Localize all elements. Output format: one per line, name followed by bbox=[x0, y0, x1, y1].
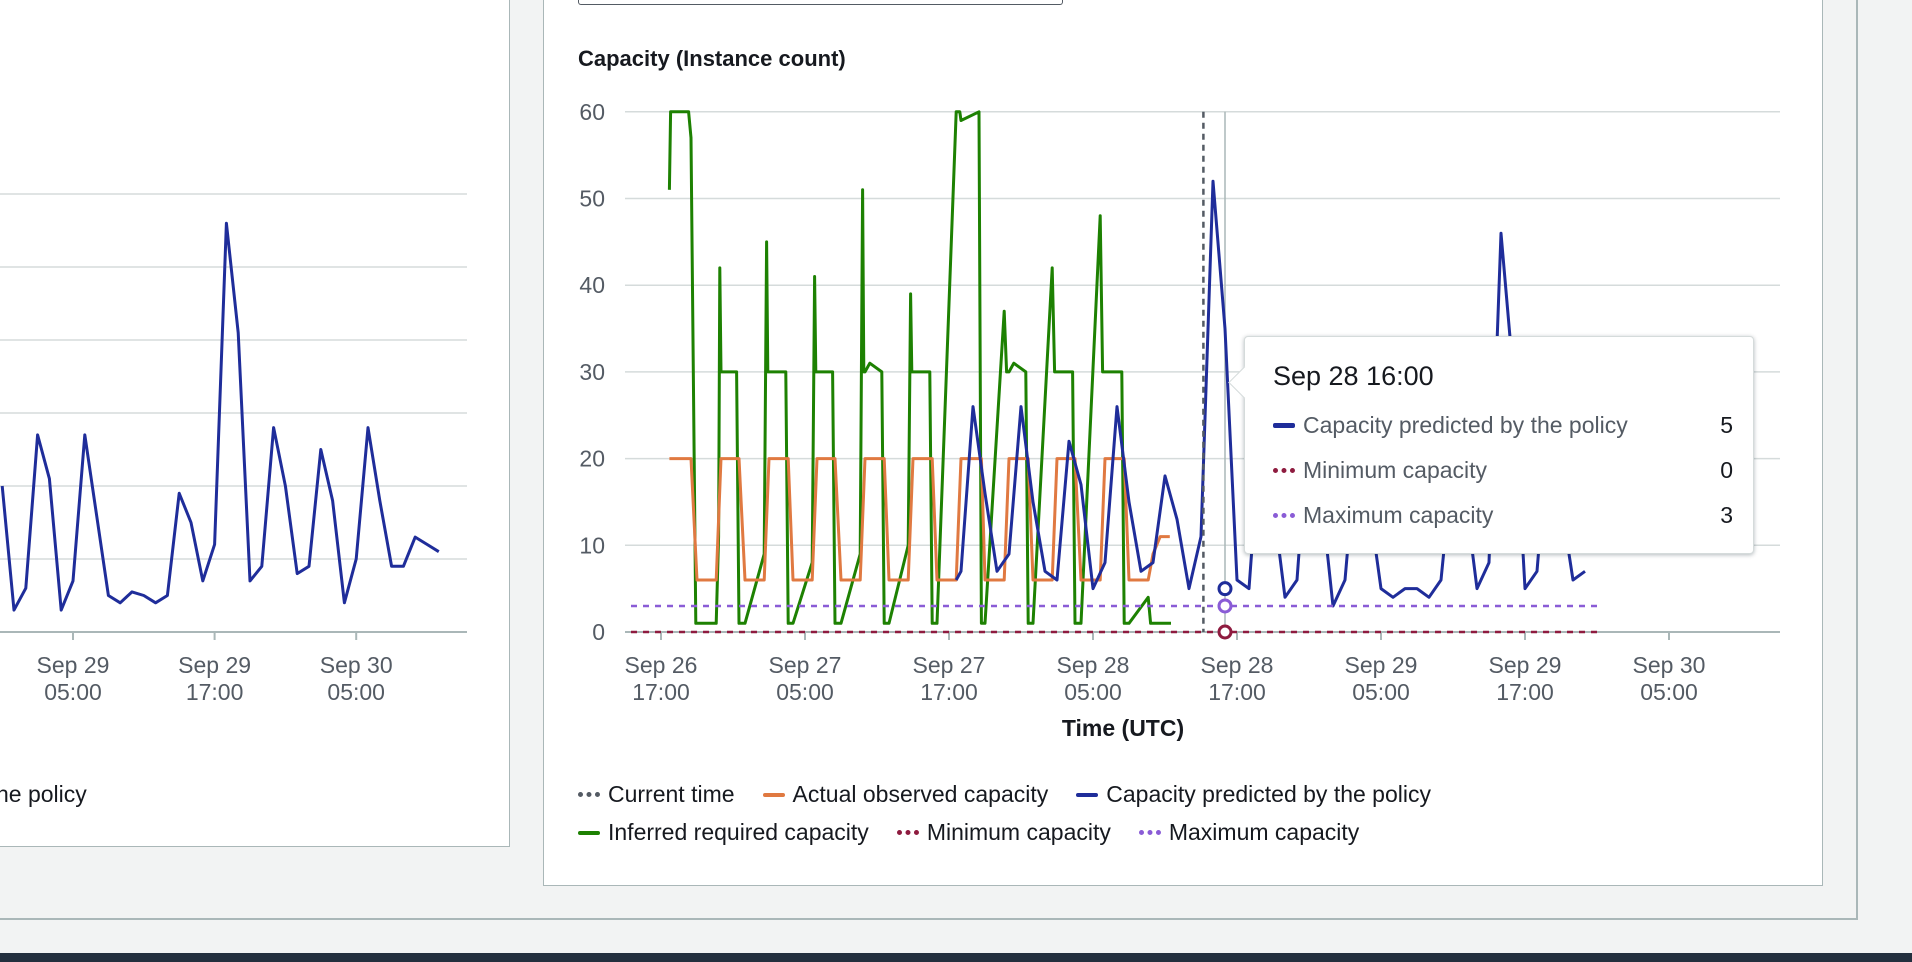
page-border-bottom bbox=[0, 918, 1858, 920]
legend-label: Capacity predicted by the policy bbox=[1106, 781, 1431, 807]
tooltip-row-value: 3 bbox=[1720, 502, 1733, 528]
tooltip-swatch-minimum bbox=[1273, 468, 1295, 473]
legend-item-maximum-capacity[interactable]: Maximum capacity bbox=[1138, 819, 1360, 846]
x-tick-label: 05:00 bbox=[1064, 679, 1122, 705]
tooltip-row-maximum: Maximum capacity 3 bbox=[1273, 502, 1733, 529]
tooltip-swatch-maximum bbox=[1273, 513, 1295, 518]
legend-swatch bbox=[578, 830, 600, 835]
chart-tooltip: Sep 28 16:00 Capacity predicted by the p… bbox=[1228, 336, 1754, 554]
legend-item-inferred-required-capacity[interactable]: Inferred required capacity bbox=[578, 819, 869, 846]
left-legend-fragment[interactable]: he policy bbox=[0, 781, 87, 808]
x-tick-label: Sep 29 bbox=[1489, 652, 1562, 678]
tooltip-swatch-predicted bbox=[1273, 423, 1295, 428]
y-tick-label: 0 bbox=[592, 619, 605, 645]
tooltip-row-value: 5 bbox=[1720, 412, 1733, 438]
legend-swatch bbox=[762, 792, 785, 797]
hover-point-predicted bbox=[1217, 581, 1233, 597]
tooltip-row-minimum: Minimum capacity 0 bbox=[1273, 457, 1733, 484]
left-legend-label: he policy bbox=[0, 781, 87, 807]
legend-swatch bbox=[578, 792, 600, 797]
left-chart-panel bbox=[0, 0, 510, 847]
x-tick-label: Sep 27 bbox=[913, 652, 986, 678]
x-tick-label: Sep 28 bbox=[1201, 652, 1274, 678]
legend-label: Current time bbox=[608, 781, 735, 807]
tooltip-row-label: Maximum capacity bbox=[1303, 502, 1494, 528]
legend-swatch bbox=[896, 830, 919, 835]
series-inferred-required-capacity bbox=[667, 110, 1171, 625]
left-series-predicted bbox=[0, 221, 440, 612]
page-border-right bbox=[1856, 0, 1858, 920]
legend-swatch bbox=[1138, 830, 1161, 835]
left-x-tick-label: Sep 30 bbox=[320, 652, 393, 678]
left-x-tick-label: 17:00 bbox=[186, 679, 244, 705]
hover-point-minimum bbox=[1217, 624, 1233, 640]
legend-label: Minimum capacity bbox=[926, 819, 1111, 845]
tooltip-row-predicted: Capacity predicted by the policy 5 bbox=[1273, 412, 1733, 439]
series-actual-observed-capacity bbox=[669, 457, 1170, 582]
x-tick-label: Sep 30 bbox=[1633, 652, 1706, 678]
legend-item-current-time[interactable]: Current time bbox=[578, 781, 735, 808]
legend-item-actual-observed-capacity[interactable]: Actual observed capacity bbox=[762, 781, 1049, 808]
y-tick-label: 10 bbox=[579, 532, 605, 558]
legend-item-capacity-predicted-by-the-policy[interactable]: Capacity predicted by the policy bbox=[1076, 781, 1431, 808]
x-tick-label: Sep 26 bbox=[625, 652, 698, 678]
x-tick-label: 05:00 bbox=[776, 679, 834, 705]
tooltip-title: Sep 28 16:00 bbox=[1273, 361, 1434, 391]
tooltip-row-label: Minimum capacity bbox=[1303, 457, 1488, 483]
y-tick-label: 50 bbox=[579, 186, 605, 212]
left-x-tick-label: 05:00 bbox=[327, 679, 385, 705]
x-tick-label: 17:00 bbox=[1496, 679, 1554, 705]
period-select[interactable] bbox=[578, 0, 1063, 5]
x-tick-label: 17:00 bbox=[920, 679, 978, 705]
x-axis-label: Time (UTC) bbox=[1062, 715, 1184, 741]
y-tick-label: 60 bbox=[579, 99, 605, 125]
hover-point-maximum bbox=[1217, 598, 1233, 614]
footer-bar bbox=[0, 953, 1912, 962]
legend-swatch bbox=[1076, 792, 1099, 797]
x-tick-label: Sep 28 bbox=[1057, 652, 1130, 678]
legend-label: Maximum capacity bbox=[1168, 819, 1360, 845]
legend-label: Actual observed capacity bbox=[792, 781, 1049, 807]
legend-item-minimum-capacity[interactable]: Minimum capacity bbox=[896, 819, 1111, 846]
left-x-tick-label: Sep 29 bbox=[37, 652, 110, 678]
tooltip-row-value: 0 bbox=[1720, 457, 1733, 483]
y-tick-label: 40 bbox=[579, 272, 605, 298]
x-tick-label: Sep 29 bbox=[1345, 652, 1418, 678]
x-tick-label: 17:00 bbox=[1208, 679, 1266, 705]
x-tick-label: 05:00 bbox=[1640, 679, 1698, 705]
left-x-tick-label: 05:00 bbox=[44, 679, 102, 705]
y-tick-label: 30 bbox=[579, 359, 605, 385]
tooltip-row-label: Capacity predicted by the policy bbox=[1303, 412, 1628, 438]
legend-row: Inferred required capacity Minimum capaci… bbox=[578, 819, 1359, 846]
x-tick-label: Sep 27 bbox=[769, 652, 842, 678]
y-tick-label: 20 bbox=[579, 446, 605, 472]
x-tick-label: 17:00 bbox=[632, 679, 690, 705]
left-x-tick-label: Sep 29 bbox=[178, 652, 251, 678]
chart-title: Capacity (Instance count) bbox=[578, 46, 846, 71]
legend-label: Inferred required capacity bbox=[608, 819, 869, 845]
legend-row: Current time Actual observed capacity Capa… bbox=[578, 781, 1431, 808]
x-tick-label: 05:00 bbox=[1352, 679, 1410, 705]
